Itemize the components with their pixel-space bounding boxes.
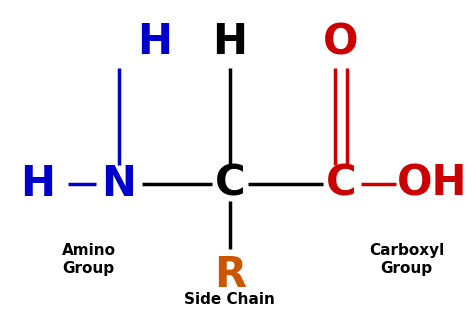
Text: Amino
Group: Amino Group	[62, 243, 116, 275]
Text: H: H	[212, 22, 247, 63]
Text: C: C	[326, 163, 356, 205]
Text: H: H	[20, 163, 55, 205]
Text: C: C	[215, 163, 245, 205]
Text: OH: OH	[396, 163, 467, 205]
Text: Side Chain: Side Chain	[184, 292, 275, 307]
Text: R: R	[214, 254, 246, 295]
Text: N: N	[101, 163, 136, 205]
Text: O: O	[323, 22, 359, 63]
Text: H: H	[137, 22, 172, 63]
Text: Carboxyl
Group: Carboxyl Group	[369, 243, 444, 275]
